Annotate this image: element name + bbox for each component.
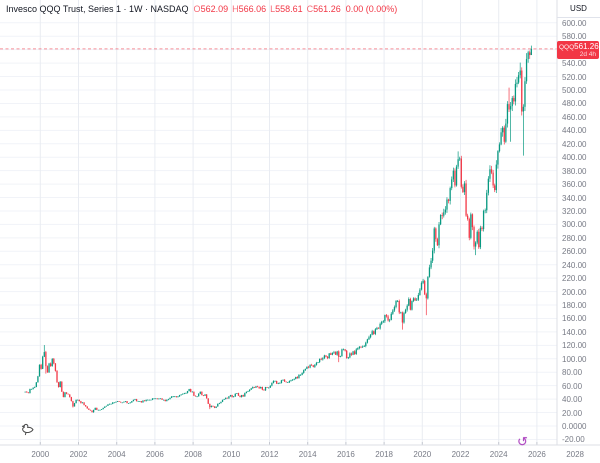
symbol-header: Invesco QQQ Trust, Series 1 · 1W · NASDA… xyxy=(6,3,397,15)
price-tick-label: 360.00 xyxy=(562,180,587,190)
price-tick-label: 540.00 xyxy=(562,59,587,69)
time-axis[interactable]: 2000 2002 2004 2006 2008 2010 2012 2014 2016 2018… xyxy=(0,445,584,463)
time-tick-label: 2024 xyxy=(489,450,508,459)
price-tick-label: 600.00 xyxy=(562,18,587,28)
ohlc-pair: H566.06 xyxy=(232,4,267,14)
time-tick-label: 2020 xyxy=(413,450,432,459)
price-tick-label: -20.00 xyxy=(562,435,585,445)
time-tick-label: 2008 xyxy=(184,450,202,459)
ohlc-pair: C561.26 xyxy=(306,4,341,14)
bar-countdown: 2d 4h xyxy=(579,51,596,58)
time-tick-label: 2026 xyxy=(527,450,546,459)
price-tick-label: 480.00 xyxy=(562,99,587,109)
time-tick-label: 2006 xyxy=(145,450,164,459)
price-tick-label: 120.00 xyxy=(562,341,587,351)
last-price-label: QQQ 561.26 2d 4h xyxy=(557,41,599,59)
price-tick-label: 160.00 xyxy=(562,314,587,324)
price-tick-label: 140.00 xyxy=(562,327,587,337)
price-tick-label: 280.00 xyxy=(562,233,587,243)
price-tick-label: 460.00 xyxy=(562,112,587,122)
price-tick-label: 80.00 xyxy=(562,368,583,378)
time-tick-label: 2004 xyxy=(107,450,126,459)
time-tick-label: 2002 xyxy=(69,450,88,459)
price-tick-label: 380.00 xyxy=(562,166,587,176)
time-tick-label: 2016 xyxy=(336,450,355,459)
time-tick-label: 2012 xyxy=(260,450,279,459)
price-tick-label: 60.00 xyxy=(562,381,583,391)
price-tick-label: 580.00 xyxy=(562,32,587,42)
price-tick-label: 180.00 xyxy=(562,301,587,311)
duck-sketch-icon xyxy=(18,421,36,443)
time-tick-label: 2010 xyxy=(222,450,241,459)
ticker-tag: QQQ xyxy=(559,44,575,51)
price-tick-label: 320.00 xyxy=(562,206,587,216)
price-tick-label: 200.00 xyxy=(562,287,587,297)
time-tick-label: 2000 xyxy=(31,450,50,459)
currency-label: USD xyxy=(557,0,600,18)
last-price-value: 561.26 xyxy=(574,42,599,51)
price-tick-label: 300.00 xyxy=(562,220,587,230)
price-tick-label: 240.00 xyxy=(562,260,587,270)
time-tick-label: 2018 xyxy=(375,450,393,459)
time-tick-label: 2014 xyxy=(298,450,317,459)
change-value: 0.00 (0.00%) xyxy=(345,4,398,14)
price-tick-label: 40.00 xyxy=(562,395,583,405)
replay-icon[interactable]: ↺ xyxy=(517,434,528,449)
price-tick-label: 340.00 xyxy=(562,193,587,203)
symbol-title[interactable]: Invesco QQQ Trust, Series 1 · 1W · NASDA… xyxy=(6,4,189,14)
ohlc-pair: O562.09 xyxy=(193,4,229,14)
price-tick-label: 0.0000 xyxy=(562,422,587,431)
price-tick-label: 520.00 xyxy=(562,72,587,82)
price-tick-label: 260.00 xyxy=(562,247,587,257)
time-tick-label: 2022 xyxy=(451,450,470,459)
price-tick-label: 400.00 xyxy=(562,153,587,163)
price-tick-label: 420.00 xyxy=(562,139,587,149)
price-tick-label: 100.00 xyxy=(562,354,587,364)
price-tick-label: 500.00 xyxy=(562,86,587,95)
ohlc-pair: L558.61 xyxy=(270,4,303,14)
price-tick-label: 20.00 xyxy=(562,408,583,418)
price-tick-label: 220.00 xyxy=(562,274,587,284)
price-tick-label: 440.00 xyxy=(562,126,587,136)
time-tick-label: 2028 xyxy=(566,450,584,459)
ohlc-values: O562.09 H566.06 L558.61 C561.26 xyxy=(194,4,341,14)
